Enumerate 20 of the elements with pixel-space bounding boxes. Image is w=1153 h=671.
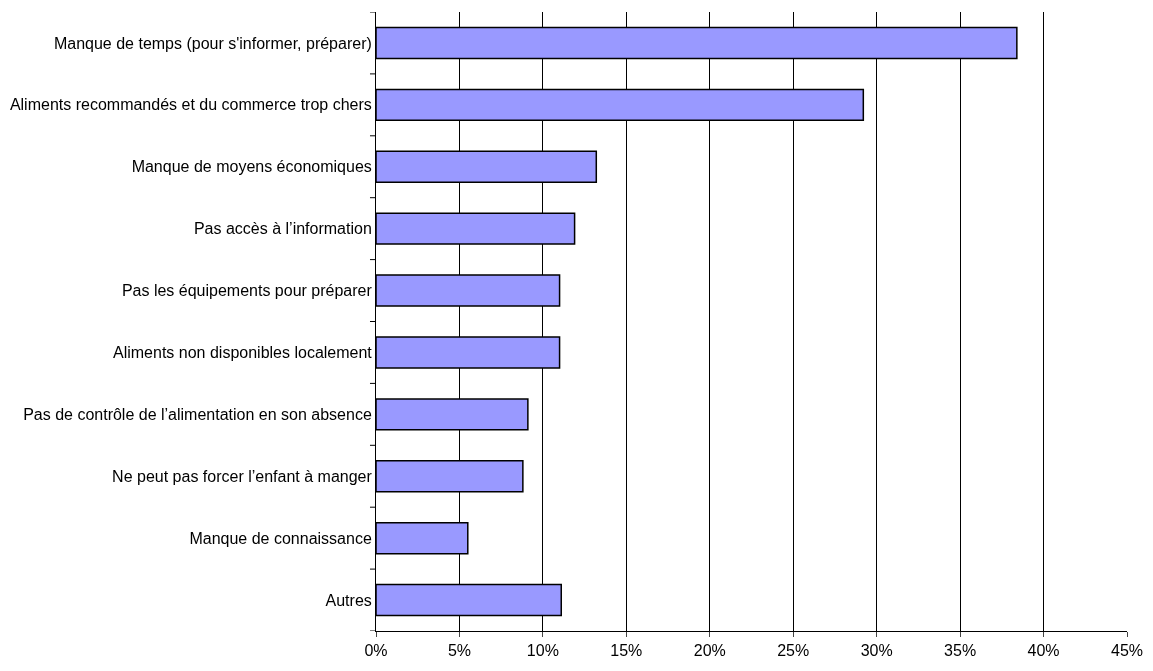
- x-tick-label: 40%: [1027, 642, 1060, 660]
- y-tick-label: Manque de temps (pour s'informer, préparer): [53, 34, 372, 52]
- y-tick-label: Manque de moyens économiques: [131, 158, 372, 176]
- x-tick-label: 45%: [1110, 642, 1144, 660]
- y-tick-label: Pas de contrôle de l’alimentation en son absence: [23, 405, 372, 423]
- y-tick-label: Aliments non disponibles localement: [112, 344, 373, 362]
- x-tick-label: 30%: [860, 642, 893, 660]
- y-tick-label: Pas les équipements pour préparer: [121, 282, 373, 300]
- x-tick-label: 5%: [447, 642, 471, 660]
- y-tick-label: Pas accès à l’information: [193, 220, 372, 238]
- x-tick-label: 35%: [944, 642, 977, 660]
- y-tick-label: Ne peut pas forcer l’enfant à manger: [112, 467, 373, 485]
- x-tick-label: 0%: [364, 642, 388, 660]
- x-tick-label: 15%: [610, 642, 643, 660]
- y-tick-label: Aliments recommandés et du commerce trop chers: [9, 96, 372, 114]
- y-tick-label: Manque de connaissance: [189, 529, 372, 547]
- x-tick-label: 10%: [526, 642, 559, 660]
- x-tick-label: 25%: [777, 642, 810, 660]
- x-tick-label: 20%: [693, 642, 726, 660]
- y-tick-label: Autres: [325, 591, 372, 609]
